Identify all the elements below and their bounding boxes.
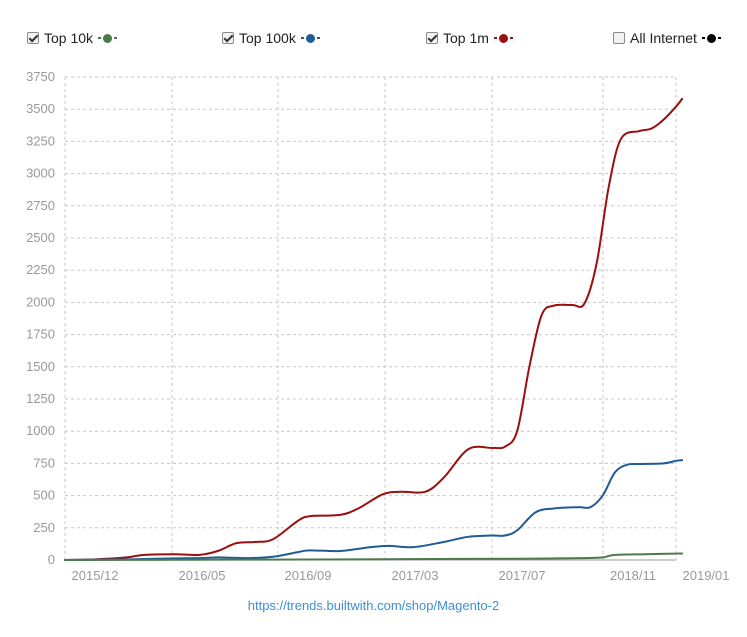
series-marker-icon: [701, 33, 721, 43]
checkbox-all-internet[interactable]: [613, 32, 625, 44]
y-tick-label: 2500: [26, 230, 55, 245]
legend-label-top-100k: Top 100k: [239, 30, 296, 46]
checkbox-top-10k[interactable]: [27, 32, 39, 44]
y-tick-label: 2000: [26, 294, 55, 309]
y-tick-label: 1000: [26, 423, 55, 438]
series-line-top-1m: [64, 97, 684, 561]
y-tick-label: 0: [48, 552, 55, 567]
y-tick-label: 500: [33, 488, 55, 503]
y-tick-label: 250: [33, 520, 55, 535]
y-tick-label: 3500: [26, 101, 55, 116]
line-chart: 0 250 500 750 1000 1250 1500 1750 2000 2250 2500 27…: [26, 69, 730, 583]
y-tick-label: 750: [33, 455, 55, 470]
x-tick-label: 2018/11: [610, 568, 656, 583]
y-tick-label: 1750: [26, 327, 55, 342]
y-tick-label: 2750: [26, 198, 55, 213]
legend-item-all-internet[interactable]: All Internet: [613, 30, 721, 46]
legend-label-top-10k: Top 10k: [44, 30, 94, 46]
y-tick-label: 2250: [26, 262, 55, 277]
x-tick-label: 2017/03: [392, 568, 439, 583]
y-tick-label: 3750: [26, 69, 55, 84]
y-tick-label: 3000: [26, 166, 55, 181]
source-link[interactable]: https://trends.builtwith.com/shop/Magent…: [247, 598, 500, 613]
x-tick-label: 2016/05: [179, 568, 226, 583]
series-marker-icon: [493, 33, 513, 43]
x-tick-label: 2015/12: [72, 568, 119, 583]
checkbox-top-1m[interactable]: [426, 32, 438, 44]
legend-item-top-10k[interactable]: Top 10k: [27, 30, 118, 46]
y-tick-label: 1250: [26, 391, 55, 406]
x-tick-label: 2017/07: [499, 568, 546, 583]
chart-legend: Top 10k Top 100k Top 1m All Internet: [0, 30, 747, 50]
legend-label-top-1m: Top 1m: [443, 30, 489, 46]
series-marker-icon: [300, 33, 320, 43]
series-line-top-100k: [64, 459, 684, 561]
x-tick-label: 2016/09: [285, 568, 332, 583]
series-marker-icon: [98, 33, 118, 43]
y-tick-label: 3250: [26, 133, 55, 148]
checkbox-top-100k[interactable]: [222, 32, 234, 44]
legend-item-top-1m[interactable]: Top 1m: [426, 30, 513, 46]
series-line-top-10k: [64, 552, 684, 561]
legend-label-all-internet: All Internet: [630, 30, 697, 46]
y-tick-label: 1500: [26, 359, 55, 374]
legend-item-top-100k[interactable]: Top 100k: [222, 30, 320, 46]
x-tick-label: 2019/01: [683, 568, 730, 583]
